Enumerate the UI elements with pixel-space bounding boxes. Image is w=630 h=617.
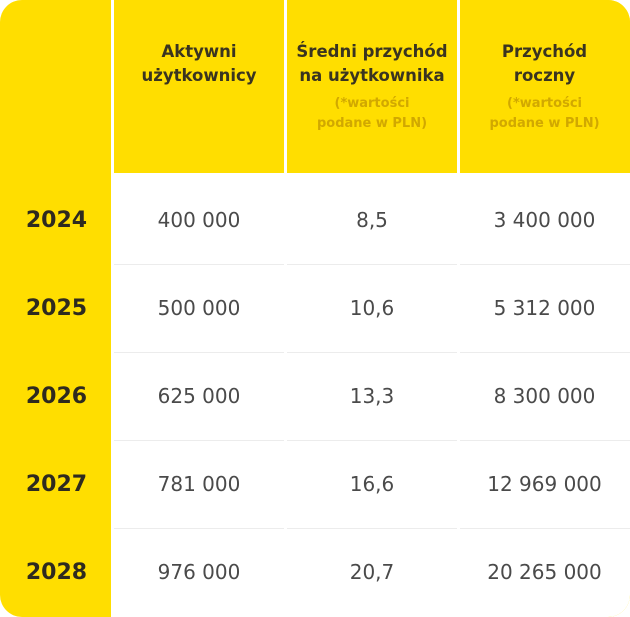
year-label: 2025 — [25, 295, 88, 321]
header-active-users: Aktywni użytkownicy — [113, 0, 285, 173]
header-note: (*wartości podane w PLN) — [489, 96, 600, 131]
year-label: 2026 — [25, 383, 88, 409]
header-title: Aktywni użytkownicy — [141, 42, 257, 85]
header-note: (*wartości podane w PLN) — [316, 96, 428, 131]
active-users-value: 625 000 — [157, 384, 241, 408]
annual-revenue-value: 8 300 000 — [493, 384, 596, 408]
column-divider — [284, 0, 287, 617]
year-label: 2028 — [25, 559, 88, 585]
column-divider — [111, 0, 114, 617]
column-divider — [457, 0, 460, 617]
row-divider — [113, 264, 630, 265]
active-users-value: 400 000 — [157, 208, 241, 232]
header-annual-revenue: Przychód roczny (*wartości podane w PLN) — [459, 0, 630, 173]
annual-revenue-value: 20 265 000 — [487, 560, 602, 584]
annual-revenue-value: 12 969 000 — [487, 472, 602, 496]
row-divider — [113, 440, 630, 441]
header-title: Przychód roczny — [501, 42, 588, 85]
avg-revenue-value: 20,7 — [349, 560, 395, 584]
header-avg-revenue: Średni przychód na użytkownika (*wartośc… — [286, 0, 458, 173]
year-label: 2027 — [25, 471, 88, 497]
avg-revenue-value: 10,6 — [349, 296, 395, 320]
avg-revenue-value: 8,5 — [356, 208, 388, 232]
row-divider — [113, 352, 630, 353]
header-title: Średni przychód na użytkownika — [296, 42, 448, 85]
avg-revenue-value: 13,3 — [349, 384, 395, 408]
active-users-value: 500 000 — [157, 296, 241, 320]
table-body — [113, 173, 630, 617]
annual-revenue-value: 5 312 000 — [493, 296, 596, 320]
active-users-value: 976 000 — [157, 560, 241, 584]
year-label: 2024 — [25, 207, 88, 233]
active-users-value: 781 000 — [157, 472, 241, 496]
row-divider — [113, 528, 630, 529]
annual-revenue-value: 3 400 000 — [493, 208, 596, 232]
avg-revenue-value: 16,6 — [349, 472, 395, 496]
